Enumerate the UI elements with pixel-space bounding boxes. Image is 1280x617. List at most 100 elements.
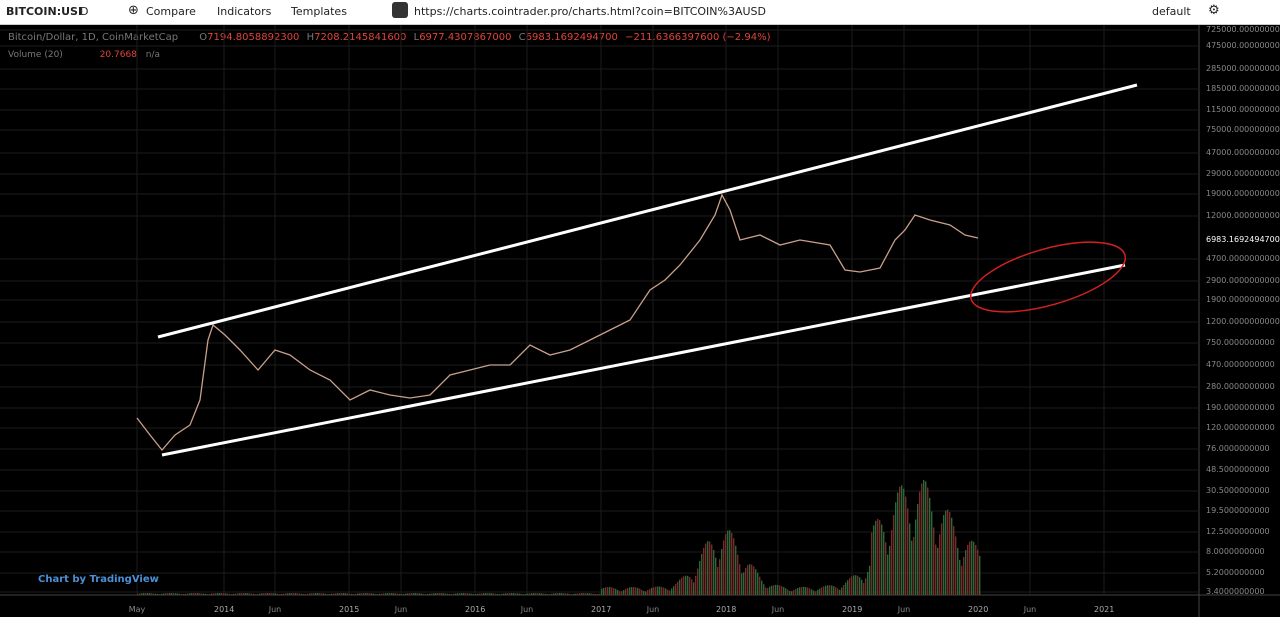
indicators[interactable]: Indicators: [217, 5, 272, 18]
icon[interactable]: ⚙: [1208, 3, 1220, 18]
volume-bar: [831, 585, 833, 595]
templates[interactable]: Templates: [291, 5, 347, 18]
volume-bar: [593, 593, 595, 595]
x-tick-label: 2020: [968, 605, 989, 614]
x-tick-label: 2018: [716, 605, 737, 614]
volume-bar: [401, 594, 403, 595]
volume-bar: [857, 575, 859, 595]
volume-bar: [891, 529, 893, 595]
volume-bar: [175, 593, 177, 595]
volume-bar: [741, 573, 743, 595]
volume-bar: [383, 593, 385, 595]
annotation-ellipse[interactable]: [963, 228, 1132, 326]
volume-bar: [687, 575, 689, 595]
volume-bar: [733, 538, 735, 595]
volume-bar: [755, 569, 757, 595]
volume-bar: [893, 515, 895, 595]
volume-bar: [395, 593, 397, 595]
value: 7208.2145841600: [314, 32, 407, 43]
volume-bar: [683, 576, 685, 595]
volume-bar: [579, 593, 581, 595]
volume-bar: [423, 593, 425, 595]
volume-bar: [171, 593, 173, 595]
volume-bar: [617, 589, 619, 595]
volume-bar: [949, 512, 951, 595]
volume-bar: [273, 593, 275, 595]
volume-bar: [211, 593, 213, 595]
volume-bar: [943, 515, 945, 595]
volume-bar: [471, 593, 473, 595]
volume-legend: Volume (20) 20.7668 n/a: [8, 50, 160, 60]
volume-bar: [277, 593, 279, 595]
y-tick-label: 470.0000000000: [1206, 360, 1275, 369]
volume-bar: [835, 587, 837, 595]
volume-bar: [139, 593, 141, 595]
volume-bar: [959, 559, 961, 595]
volume-bar: [281, 593, 283, 595]
volume-bar: [239, 593, 241, 595]
volume-bar: [539, 593, 541, 595]
volume-bar: [797, 587, 799, 595]
volume-bar: [247, 593, 249, 595]
volume-bar: [605, 587, 607, 595]
volume-bar: [389, 593, 391, 595]
volume-bar: [621, 591, 623, 595]
volume-bar: [363, 593, 365, 595]
volume-bar: [623, 590, 625, 595]
volume-bar: [611, 587, 613, 595]
volume-bar: [359, 593, 361, 595]
volume-bar: [905, 496, 907, 595]
volume-bar: [897, 492, 899, 595]
volume-bar: [261, 593, 263, 595]
volume-bar: [845, 582, 847, 595]
volume-bar: [885, 542, 887, 595]
volume-bar: [299, 593, 301, 595]
volume-bar: [851, 576, 853, 595]
layout[interactable]: default: [1152, 5, 1191, 18]
branding[interactable]: Chart by TradingView: [38, 574, 159, 585]
volume-bar: [403, 593, 405, 595]
volume-bar: [201, 593, 203, 595]
volume-bar: [721, 549, 723, 595]
volume-bar: [955, 536, 957, 595]
volume-bar: [601, 588, 603, 595]
volume-bar: [263, 593, 265, 595]
symbol[interactable]: BITCOIN:USI: [6, 5, 83, 18]
volume-bar: [769, 586, 771, 595]
y-tick-label: 475000.0000000000: [1206, 41, 1280, 50]
volume-bar: [451, 594, 453, 595]
volume-bar: [473, 594, 475, 595]
volume-bar: [529, 593, 531, 595]
volume-bar: [671, 588, 673, 595]
volume-bar: [439, 593, 441, 595]
volume-bar: [795, 588, 797, 595]
trend-line[interactable]: [157, 83, 1138, 339]
volume-bar: [521, 593, 523, 595]
volume-bar: [467, 593, 469, 595]
volume-bar: [377, 594, 379, 595]
volume-bar: [555, 593, 557, 595]
compare[interactable]: Compare: [146, 5, 196, 18]
volume-bar: [357, 593, 359, 595]
volume-bar: [151, 593, 153, 595]
value: 6977.4307867000: [419, 32, 512, 43]
interval[interactable]: D: [80, 5, 89, 18]
volume-bar: [307, 593, 309, 595]
volume-bar: [881, 524, 883, 595]
url[interactable]: https://charts.cointrader.pro/charts.htm…: [414, 5, 766, 18]
volume-bar: [975, 544, 977, 595]
volume-bar: [841, 587, 843, 595]
volume-bar: [675, 583, 677, 595]
volume-bar: [497, 593, 499, 595]
volume-bar: [373, 593, 375, 595]
volume-bar: [181, 593, 183, 595]
volume-bar: [661, 586, 663, 595]
volume-bar: [227, 593, 229, 595]
trend-line[interactable]: [161, 263, 1126, 457]
volume-bar: [303, 594, 305, 595]
volume-bar: [381, 593, 383, 595]
volume-bar: [289, 593, 291, 595]
volume-bar: [695, 575, 697, 595]
volume-bar: [535, 593, 537, 595]
volume-bar: [801, 586, 803, 595]
